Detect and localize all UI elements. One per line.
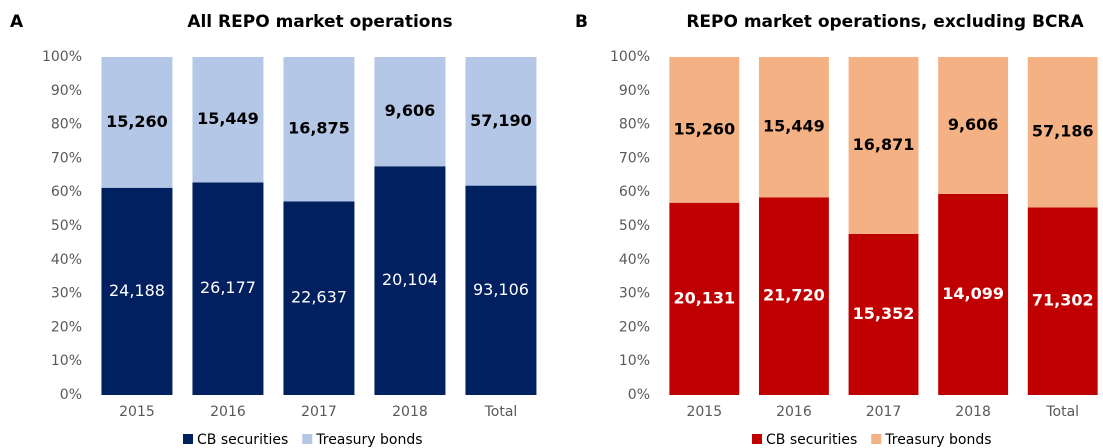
y-tick-label: 60% [51, 184, 82, 200]
y-tick-label: 60% [619, 184, 650, 200]
bar-segment [669, 57, 740, 203]
bar-segment [374, 166, 446, 395]
bar-segment [374, 57, 446, 167]
legend-swatch [183, 434, 193, 444]
data-label: 20,104 [382, 270, 438, 289]
data-label: 93,106 [473, 280, 529, 299]
legend-label: CB securities [766, 432, 857, 448]
y-tick-label: 70% [619, 150, 650, 166]
bar-segment [1027, 207, 1098, 395]
y-tick-label: 40% [619, 252, 650, 268]
x-tick-label: 2016 [776, 404, 812, 420]
y-tick-label: 20% [619, 319, 650, 335]
bar-segment [938, 193, 1009, 395]
legend-swatch [871, 434, 882, 444]
legend-label: CB securities [197, 432, 288, 448]
legend-swatch [302, 434, 313, 444]
data-label: 16,871 [853, 135, 915, 154]
bar-segment [938, 57, 1009, 194]
bar-segment [192, 57, 264, 183]
legend-label: Treasury bonds [884, 432, 991, 448]
x-tick-label: 2017 [866, 404, 902, 420]
data-label: 15,260 [673, 119, 735, 138]
y-tick-label: 100% [42, 49, 82, 65]
data-label: 22,637 [291, 288, 347, 307]
x-tick-label: 2015 [686, 404, 722, 420]
legend-label: Treasury bonds [315, 432, 422, 448]
x-tick-label: 2017 [301, 404, 337, 420]
bar-segment [101, 57, 173, 188]
y-tick-label: 90% [619, 83, 650, 99]
y-tick-label: 70% [51, 150, 82, 166]
y-tick-label: 10% [619, 353, 650, 369]
bar-segment [101, 187, 173, 395]
bar-segment [848, 233, 919, 395]
y-tick-label: 40% [51, 252, 82, 268]
data-label: 9,606 [385, 101, 436, 120]
bar-segment [465, 185, 537, 395]
x-tick-label: 2016 [210, 404, 246, 420]
y-tick-label: 50% [51, 218, 82, 234]
data-label: 71,302 [1032, 291, 1094, 310]
y-tick-label: 80% [619, 117, 650, 133]
y-tick-label: 20% [51, 319, 82, 335]
chart: B REPO market operations, excluding BCRA 0… [575, 12, 1098, 448]
data-label: 9,606 [948, 115, 999, 134]
data-label: 21,720 [763, 286, 825, 305]
data-label: 24,188 [109, 281, 165, 300]
data-label: 15,352 [853, 304, 915, 323]
legend-swatch [752, 434, 762, 444]
panel-label: B [575, 12, 588, 32]
panel-label: A [10, 12, 24, 32]
data-label: 26,177 [200, 278, 256, 297]
data-label: 16,875 [288, 119, 350, 138]
chart: A All REPO market operations 0% 10% 20% 30% 40… [10, 12, 537, 448]
x-tick-label: Total [484, 404, 518, 420]
bar-segment [758, 57, 829, 198]
y-tick-label: 10% [51, 353, 82, 369]
data-label: 20,131 [673, 288, 735, 307]
y-tick-label: 50% [619, 218, 650, 234]
bar-segment [1027, 57, 1098, 208]
bar-segment [283, 57, 355, 202]
y-tick-label: 30% [619, 286, 650, 302]
y-tick-label: 0% [60, 387, 82, 403]
x-tick-label: 2018 [392, 404, 428, 420]
x-tick-label: 2015 [119, 404, 155, 420]
bar-segment [669, 202, 740, 395]
x-tick-label: Total [1045, 404, 1079, 420]
data-label: 15,449 [763, 117, 825, 136]
y-tick-label: 90% [51, 83, 82, 99]
data-label: 14,099 [942, 284, 1004, 303]
x-tick-label: 2018 [955, 404, 991, 420]
data-label: 57,186 [1032, 122, 1094, 141]
y-tick-label: 100% [610, 49, 650, 65]
y-tick-label: 0% [628, 387, 650, 403]
bar-segment [192, 182, 264, 395]
bar-segment [283, 201, 355, 395]
data-label: 15,449 [197, 109, 259, 128]
y-tick-label: 80% [51, 117, 82, 133]
chart-title: REPO market operations, excluding BCRA [686, 12, 1084, 32]
data-label: 15,260 [106, 112, 168, 131]
y-tick-label: 30% [51, 286, 82, 302]
bar-segment [848, 57, 919, 234]
bar-segment [758, 197, 829, 395]
bar-segment [465, 57, 537, 186]
data-label: 57,190 [470, 111, 532, 130]
chart-title: All REPO market operations [187, 12, 452, 32]
